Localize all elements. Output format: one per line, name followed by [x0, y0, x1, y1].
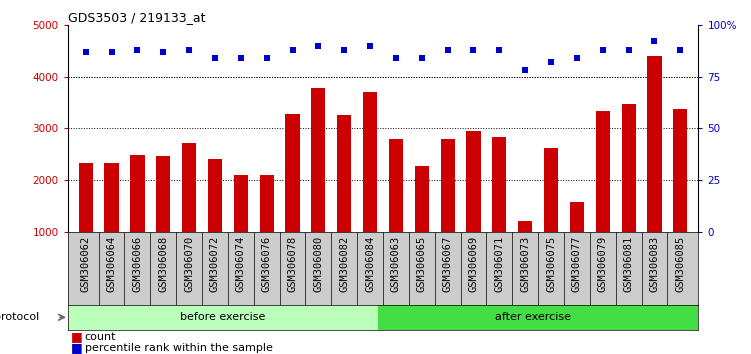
- Bar: [466, 131, 481, 232]
- Bar: [260, 175, 274, 232]
- Point: [467, 47, 479, 52]
- Text: GSM306067: GSM306067: [442, 236, 453, 292]
- Point: [261, 55, 273, 61]
- Text: ■: ■: [71, 331, 83, 343]
- Point: [209, 55, 221, 61]
- Point: [623, 47, 635, 52]
- Point: [493, 47, 505, 52]
- Text: GSM306080: GSM306080: [313, 236, 324, 292]
- Text: GSM306063: GSM306063: [391, 236, 401, 292]
- Bar: [363, 92, 377, 232]
- Text: GSM306079: GSM306079: [598, 236, 608, 292]
- Bar: [647, 56, 662, 232]
- Point: [674, 47, 686, 52]
- Bar: [182, 143, 196, 232]
- Text: GSM306083: GSM306083: [650, 236, 659, 292]
- Bar: [208, 159, 222, 232]
- Text: after exercise: after exercise: [495, 312, 571, 322]
- Text: GSM306071: GSM306071: [494, 236, 505, 292]
- Bar: [234, 175, 248, 232]
- Text: percentile rank within the sample: percentile rank within the sample: [85, 343, 273, 353]
- Bar: [622, 104, 636, 232]
- Text: GSM306077: GSM306077: [572, 236, 582, 292]
- Text: protocol: protocol: [0, 312, 39, 322]
- Bar: [544, 148, 558, 232]
- Bar: [156, 156, 170, 232]
- Bar: [673, 109, 687, 232]
- Bar: [130, 155, 144, 232]
- Bar: [337, 115, 351, 232]
- Bar: [518, 221, 532, 232]
- Text: GSM306082: GSM306082: [339, 236, 349, 292]
- Text: GSM306075: GSM306075: [546, 236, 556, 292]
- Bar: [415, 166, 429, 232]
- Point: [519, 68, 531, 73]
- Text: GSM306068: GSM306068: [158, 236, 168, 292]
- Bar: [570, 202, 584, 232]
- Point: [106, 49, 118, 55]
- Text: GSM306066: GSM306066: [132, 236, 143, 292]
- Text: GSM306073: GSM306073: [520, 236, 530, 292]
- Text: count: count: [85, 332, 116, 342]
- Text: GSM306078: GSM306078: [288, 236, 297, 292]
- Text: GSM306084: GSM306084: [365, 236, 375, 292]
- Text: GSM306065: GSM306065: [417, 236, 427, 292]
- Bar: [311, 88, 325, 232]
- Text: GSM306076: GSM306076: [261, 236, 272, 292]
- Point: [571, 55, 583, 61]
- Point: [287, 47, 299, 52]
- Text: GSM306072: GSM306072: [210, 236, 220, 292]
- Bar: [68, 305, 378, 330]
- Point: [416, 55, 428, 61]
- Point: [597, 47, 609, 52]
- Text: GSM306069: GSM306069: [469, 236, 478, 292]
- Text: GSM306070: GSM306070: [184, 236, 194, 292]
- Point: [157, 49, 169, 55]
- Bar: [441, 139, 455, 232]
- Text: GSM306064: GSM306064: [107, 236, 116, 292]
- Text: GSM306062: GSM306062: [80, 236, 91, 292]
- Text: ■: ■: [71, 341, 83, 354]
- Text: GSM306081: GSM306081: [623, 236, 634, 292]
- Text: before exercise: before exercise: [180, 312, 265, 322]
- Text: GDS3503 / 219133_at: GDS3503 / 219133_at: [68, 11, 205, 24]
- Point: [442, 47, 454, 52]
- Bar: [389, 139, 403, 232]
- Point: [183, 47, 195, 52]
- Point: [312, 43, 324, 48]
- Point: [390, 55, 402, 61]
- Text: GSM306085: GSM306085: [675, 236, 686, 292]
- Point: [545, 59, 557, 65]
- Point: [364, 43, 376, 48]
- Text: GSM306074: GSM306074: [236, 236, 246, 292]
- Point: [80, 49, 92, 55]
- Bar: [104, 163, 119, 232]
- Point: [131, 47, 143, 52]
- Bar: [378, 305, 698, 330]
- Bar: [492, 137, 506, 232]
- Bar: [285, 114, 300, 232]
- Bar: [596, 111, 610, 232]
- Point: [235, 55, 247, 61]
- Point: [338, 47, 350, 52]
- Point: [648, 39, 660, 44]
- Bar: [79, 163, 93, 232]
